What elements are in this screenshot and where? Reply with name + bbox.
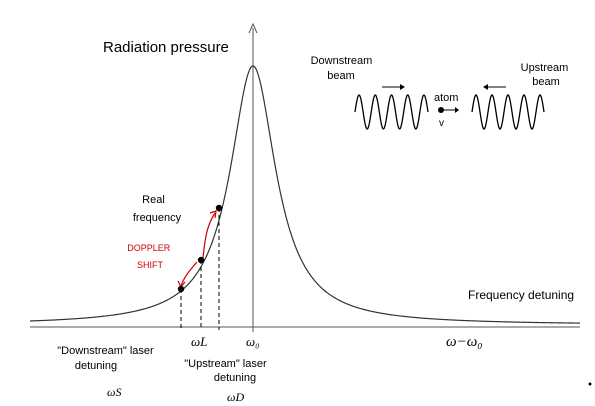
corner-mark — [588, 382, 592, 386]
omega-s-label: ωS — [107, 385, 121, 399]
lasing-point — [197, 256, 205, 264]
doppler-arrow-up-head — [209, 210, 217, 219]
omega-minus-omega0-label: ω−ω₀ — [446, 334, 483, 350]
downstream-detuning-label: "Downstream" laser detuning — [57, 345, 157, 372]
velocity-label: v — [439, 118, 444, 129]
atom-label: atom — [434, 92, 458, 104]
omega-d-label: ωD — [227, 390, 244, 404]
atom-velocity-arrowhead — [455, 107, 459, 113]
downstream-point — [177, 285, 185, 293]
upstream-beam-wave — [471, 94, 545, 130]
y-axis-arrow — [248, 22, 258, 34]
doppler-arrow-down — [180, 261, 198, 287]
upstream-beam-label: Upstream beam — [521, 62, 572, 88]
omega-l-label: ωL — [191, 334, 207, 349]
x-axis-label: Frequency detuning — [468, 288, 574, 302]
upstream-detuning-label: "Upstream" laser detuning — [184, 358, 269, 384]
downstream-beam-label: Downstream beam — [311, 55, 376, 82]
chart-title: Radiation pressure — [103, 39, 229, 56]
doppler-shift-label: DOPPLER SHIFT — [127, 243, 173, 270]
doppler-arrow-up — [202, 212, 216, 259]
omega-0-label: ω₀ — [246, 334, 260, 349]
upstream-direction-arrowhead — [483, 84, 488, 90]
real-frequency-label: Real frequency — [133, 194, 182, 224]
downstream-beam-wave — [354, 94, 429, 130]
atom-dot — [438, 107, 444, 113]
upstream-point — [215, 204, 223, 212]
lorentzian-curve — [29, 65, 581, 324]
downstream-direction-arrowhead — [400, 84, 405, 90]
